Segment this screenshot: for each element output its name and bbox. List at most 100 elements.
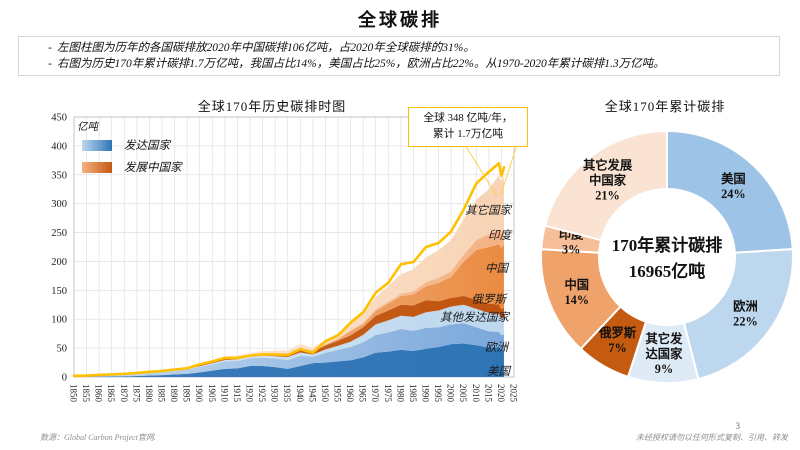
- donut-label-中国: 中国 14%: [565, 277, 590, 307]
- svg-text:1860: 1860: [94, 384, 104, 403]
- bullet-item: - 右图为历史170年累计碳排1.7万亿吨，我国占比14%，美国占比25%，欧洲…: [19, 56, 779, 72]
- donut-label-其它发展中国家: 其它发展中国家 21%: [583, 157, 633, 202]
- bullet-text: 右图为历史170年累计碳排1.7万亿吨，我国占比14%，美国占比25%，欧洲占比…: [57, 58, 665, 70]
- svg-text:300: 300: [51, 199, 67, 210]
- bullet-text: 左图柱图为历年的各国碳排放2020年中国碳排106亿吨，占2020年全球碳排的3…: [57, 42, 475, 54]
- svg-text:1850: 1850: [69, 384, 79, 403]
- time-chart-series-labels: 美国 欧洲 其他发达国家 俄罗斯 中国 印度 其它国家: [440, 204, 513, 378]
- svg-text:1925: 1925: [257, 384, 267, 403]
- donut-label-其它发达国家: 其它发达国家 9%: [646, 331, 684, 376]
- summary-text-box: - 左图柱图为历年的各国碳排放2020年中国碳排106亿吨，占2020年全球碳排…: [18, 36, 780, 76]
- svg-text:1990: 1990: [421, 384, 431, 403]
- series-label-中国: 中国: [485, 262, 509, 275]
- svg-text:1865: 1865: [106, 384, 116, 403]
- series-label-印度: 印度: [488, 229, 513, 242]
- callout-pointer: [464, 144, 498, 197]
- svg-text:1915: 1915: [232, 384, 242, 403]
- area-俄罗斯: [74, 295, 504, 377]
- area-其它国家: [74, 175, 504, 377]
- time-chart-axis-labels: 1850 1855 1860 1865 1870 1875 1880 1885 1890 1895…: [51, 113, 518, 403]
- svg-text:2010: 2010: [471, 384, 481, 403]
- legend-label: 发展中国家: [124, 162, 182, 174]
- svg-text:2025: 2025: [509, 384, 519, 403]
- series-label-美国: 美国: [487, 365, 511, 378]
- time-chart-legend: 发达国家 发展中国家: [82, 137, 182, 181]
- series-label-欧洲: 欧洲: [485, 341, 509, 354]
- total-line: [72, 161, 506, 378]
- svg-text:1855: 1855: [81, 384, 91, 403]
- annotation-line: 累计 1.7万亿吨: [432, 128, 504, 140]
- svg-text:1895: 1895: [182, 384, 192, 403]
- bullet-item: - 左图柱图为历年的各国碳排放2020年中国碳排106亿吨，占2020年全球碳排…: [19, 40, 779, 56]
- legend-label: 发达国家: [124, 140, 170, 152]
- svg-text:1970: 1970: [370, 384, 380, 403]
- svg-text:2015: 2015: [483, 384, 493, 403]
- donut-label-美国: 美国 24%: [721, 171, 746, 201]
- svg-text:2000: 2000: [446, 384, 456, 403]
- svg-text:1935: 1935: [282, 384, 292, 403]
- svg-text:1880: 1880: [144, 384, 154, 403]
- bullet-marker: -: [48, 42, 52, 54]
- donut-slice-其它发展中国家: [543, 129, 668, 242]
- svg-text:450: 450: [51, 113, 67, 124]
- svg-text:350: 350: [51, 170, 67, 181]
- svg-text:1980: 1980: [395, 384, 405, 403]
- svg-text:2020: 2020: [496, 384, 506, 403]
- series-label-俄罗斯: 俄罗斯: [472, 293, 509, 306]
- area-欧洲: [74, 323, 504, 377]
- area-美国: [74, 343, 504, 377]
- svg-text:1905: 1905: [207, 384, 217, 403]
- donut-label-俄罗斯: 俄罗斯 7%: [598, 325, 637, 355]
- svg-text:1900: 1900: [194, 384, 204, 403]
- legend-item-developing: 发展中国家: [82, 159, 182, 175]
- annotation-line: 全球 348 亿吨/年，: [423, 112, 513, 124]
- svg-text:0: 0: [62, 373, 67, 384]
- svg-text:1930: 1930: [270, 384, 280, 403]
- svg-text:1950: 1950: [320, 384, 330, 403]
- svg-text:2005: 2005: [458, 384, 468, 403]
- time-chart-areas: [74, 175, 504, 377]
- donut-label-欧洲: 欧洲 22%: [733, 299, 758, 329]
- svg-text:1955: 1955: [333, 384, 343, 403]
- svg-text:1885: 1885: [157, 384, 167, 403]
- legend-swatch-developing: [82, 161, 112, 173]
- donut-chart: 美国 24%欧洲 22%其它发达国家 9%俄罗斯 7%中国 14%印度 3%其它发展中国家 2…: [540, 129, 794, 384]
- footer-source: 数源：Global Carbon Project官网.: [40, 433, 156, 442]
- svg-text:1995: 1995: [433, 384, 443, 403]
- y-axis-unit-label: 亿吨: [77, 122, 98, 133]
- svg-text:100: 100: [51, 315, 67, 326]
- svg-text:1920: 1920: [245, 384, 255, 403]
- svg-text:1975: 1975: [383, 384, 393, 403]
- svg-text:400: 400: [51, 141, 67, 152]
- svg-text:1910: 1910: [219, 384, 229, 403]
- svg-text:1945: 1945: [307, 384, 317, 403]
- donut-chart-title: 全球170年累计碳排: [604, 99, 726, 114]
- svg-text:150: 150: [51, 286, 67, 297]
- page-title: 全球碳排: [358, 10, 442, 30]
- donut-center-label: 170年累计碳排 16965亿吨: [557, 233, 777, 284]
- legend-swatch-developed: [82, 139, 112, 151]
- series-label-其他发达国家: 其他发达国家: [440, 311, 510, 324]
- svg-text:50: 50: [57, 344, 68, 355]
- time-chart-title: 全球170年历史碳排时图: [197, 99, 347, 114]
- svg-text:1870: 1870: [119, 384, 129, 403]
- svg-text:1875: 1875: [131, 384, 141, 403]
- svg-text:1890: 1890: [169, 384, 179, 403]
- bullet-marker: -: [48, 58, 52, 70]
- svg-text:1985: 1985: [408, 384, 418, 403]
- svg-text:200: 200: [51, 257, 67, 268]
- donut-slice-美国: [666, 129, 794, 254]
- svg-text:250: 250: [51, 228, 67, 239]
- callout-pointer: [500, 144, 518, 195]
- area-其他发达国家: [74, 304, 504, 377]
- footer-disclaimer: 未经授权请勿以任何形式复制、引用、转发: [636, 433, 788, 442]
- page-number: 3: [735, 421, 741, 431]
- donut-center-line: 170年累计碳排: [611, 236, 723, 255]
- svg-text:1940: 1940: [295, 384, 305, 403]
- series-label-其它国家: 其它国家: [465, 204, 512, 217]
- legend-item-developed: 发达国家: [82, 137, 182, 153]
- svg-text:1965: 1965: [358, 384, 368, 403]
- svg-text:1960: 1960: [345, 384, 355, 403]
